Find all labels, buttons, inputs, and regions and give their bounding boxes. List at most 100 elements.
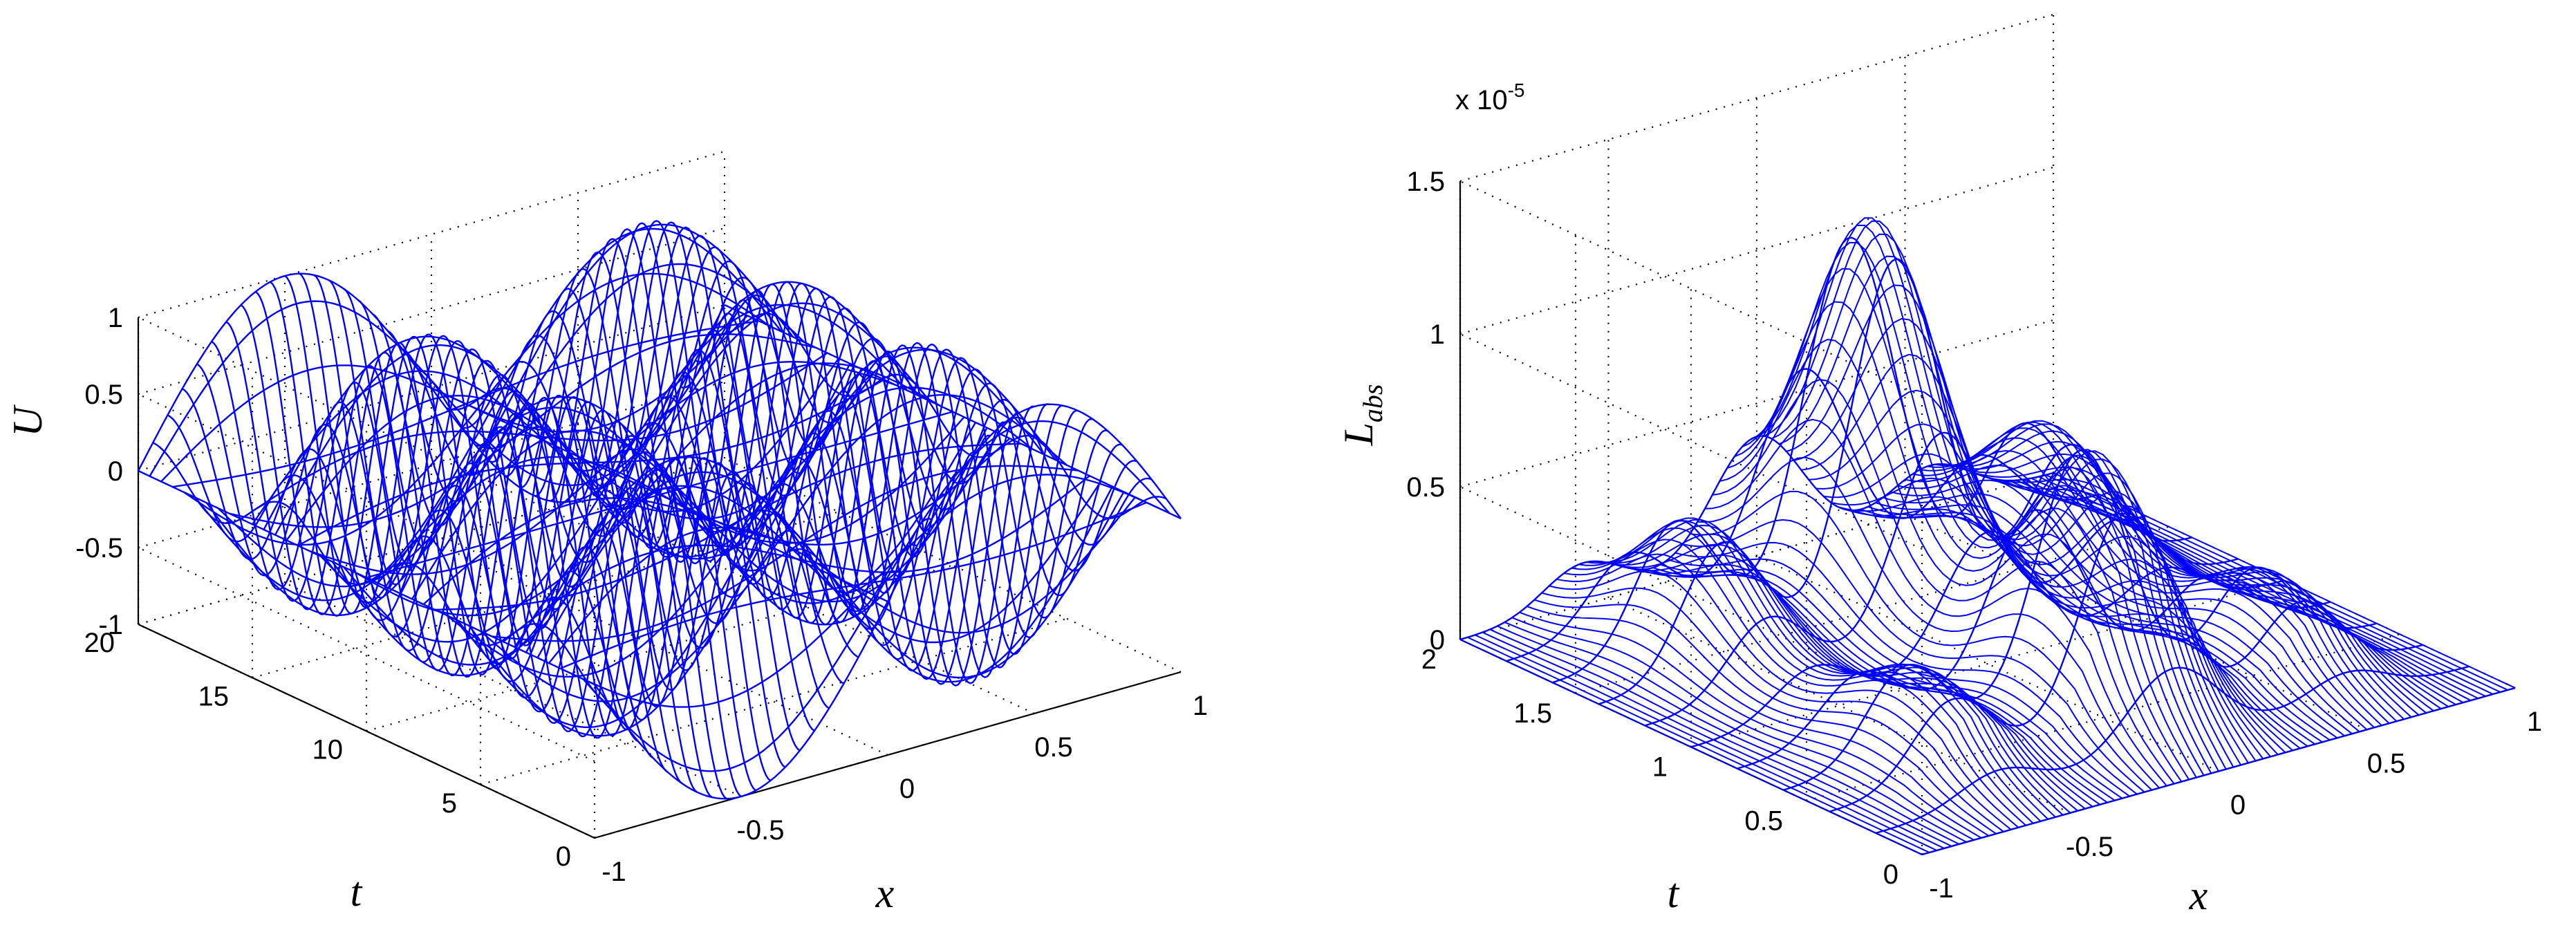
t-tick-label: 0.5 — [1744, 805, 1783, 836]
t-tick-label: 2 — [1421, 644, 1437, 675]
t-tick-label: 1.5 — [1513, 698, 1552, 729]
z-tick-label: 0 — [108, 456, 123, 487]
grid-line — [1459, 472, 2054, 641]
z-tick-label: 0.5 — [84, 380, 123, 410]
mesh-line-const-x — [1853, 510, 2315, 745]
mesh-line-const-x — [1541, 587, 2004, 832]
mesh-line-const-x — [607, 221, 1064, 669]
mesh-line-const-x — [1534, 599, 1997, 835]
mesh-line-const-x — [1586, 517, 2048, 820]
mesh-line-const-x — [1941, 423, 2405, 720]
mesh-line-const-x — [1497, 625, 1960, 845]
mesh-line-const-x — [1867, 505, 2331, 741]
mesh-line-const-x — [1511, 617, 1975, 841]
mesh-line-const-x — [1459, 639, 1923, 855]
surface-mesh-labs — [1459, 217, 2516, 856]
mesh-line-const-x — [1719, 339, 2183, 783]
z-axis-label-subscript: abs — [1357, 384, 1388, 423]
mesh-line-const-x — [724, 304, 1182, 520]
mesh-line-const-x — [1578, 520, 2042, 822]
mesh-line-const-x — [1668, 558, 2130, 797]
x-tick-label: -1 — [1929, 873, 1954, 904]
mesh-line-const-x — [563, 228, 1020, 687]
mesh-line-const-x — [1674, 541, 2138, 795]
z-tick-label: 1.5 — [1406, 167, 1445, 197]
mesh-line-const-x — [1712, 379, 2175, 785]
z-axis-label: U — [5, 404, 50, 437]
mesh-line-const-x — [1549, 570, 2012, 830]
mesh-line-const-x — [1875, 502, 2338, 739]
mesh-line-const-x — [1564, 539, 2026, 826]
grid-line — [1690, 579, 2285, 748]
mesh-line-const-x — [1993, 478, 2456, 705]
mesh-line-const-x — [1845, 508, 2308, 747]
z-tick-label: -1 — [98, 610, 123, 640]
mesh-line-const-x — [1489, 628, 1952, 847]
mesh-line-const-x — [416, 367, 874, 631]
mesh-line-const-x — [2023, 478, 2486, 697]
x-axis-line — [594, 671, 1182, 839]
mesh-line-const-x — [1519, 611, 1982, 839]
mesh-line-const-x — [665, 260, 1123, 597]
mesh-line-const-x — [1912, 437, 2375, 728]
t-tick-label: 1 — [1652, 752, 1668, 783]
mesh-line-const-x — [1838, 496, 2301, 749]
mesh-line-const-x — [1482, 631, 1945, 849]
t-tick-label: 20 — [84, 628, 115, 658]
mesh-line-const-x — [709, 313, 1167, 519]
x-tick-label: 1 — [2527, 707, 2542, 737]
mesh-line-const-x — [1615, 543, 2078, 812]
t-axis-label: t — [1668, 870, 1680, 916]
mesh-line-const-x — [2015, 479, 2479, 699]
z-axis-label: Labs — [1336, 384, 1388, 447]
mesh-line-const-x — [2038, 476, 2501, 693]
mesh-line-const-x — [1860, 508, 2323, 743]
x-axis-label: x — [2189, 873, 2208, 918]
mesh-line-const-x — [1756, 217, 2219, 772]
mesh-line-const-x — [328, 279, 786, 768]
grid-line — [1575, 525, 2169, 694]
mesh-line-const-x — [2045, 474, 2508, 691]
grid-line — [1459, 166, 2054, 335]
grid-line — [1459, 319, 2054, 488]
x-tick-label: 1 — [1193, 691, 1208, 721]
z-tick-label: 1 — [108, 303, 123, 333]
mesh-line-const-x — [1697, 456, 2160, 789]
grid-line — [1459, 13, 2054, 183]
mesh-line-const-x — [1608, 533, 2071, 814]
mesh-line-const-x — [1623, 554, 2086, 810]
mesh-line-const-x — [167, 414, 625, 725]
mesh-line-const-x — [1889, 479, 2353, 735]
x-tick-label: -0.5 — [2066, 832, 2113, 862]
surface-mesh-u — [137, 220, 1182, 800]
grid-line — [724, 458, 1182, 673]
mesh-line-const-x — [1593, 519, 2056, 818]
mesh-line-const-x — [1809, 389, 2271, 758]
mesh-line-const-x — [1927, 421, 2390, 724]
mesh-line-const-x — [1504, 621, 1967, 843]
t-tick-label: 10 — [312, 735, 344, 765]
x-tick-label: 0.5 — [2367, 748, 2406, 779]
z-tick-label: 0.5 — [1406, 472, 1445, 503]
mesh-line-const-x — [2031, 477, 2494, 695]
t-tick-label: 5 — [442, 788, 457, 819]
mesh-line-const-x — [401, 348, 859, 658]
mesh-line-const-x — [1660, 563, 2123, 799]
t-tick-label: 0 — [556, 841, 571, 872]
z-axis-label-main: L — [1336, 422, 1381, 446]
z-scale-base: x 10 — [1455, 85, 1508, 115]
mesh-line-const-x — [680, 277, 1137, 572]
mesh-line-const-x — [1652, 567, 2116, 801]
mesh-line-const-x — [343, 288, 801, 752]
mesh-line-const-x — [1690, 490, 2153, 791]
mesh-line-const-x — [1793, 318, 2257, 761]
mesh-line-const-x — [592, 220, 1049, 678]
mesh-line-const-x — [1600, 525, 2064, 816]
z-tick-label: 0 — [1430, 625, 1445, 655]
